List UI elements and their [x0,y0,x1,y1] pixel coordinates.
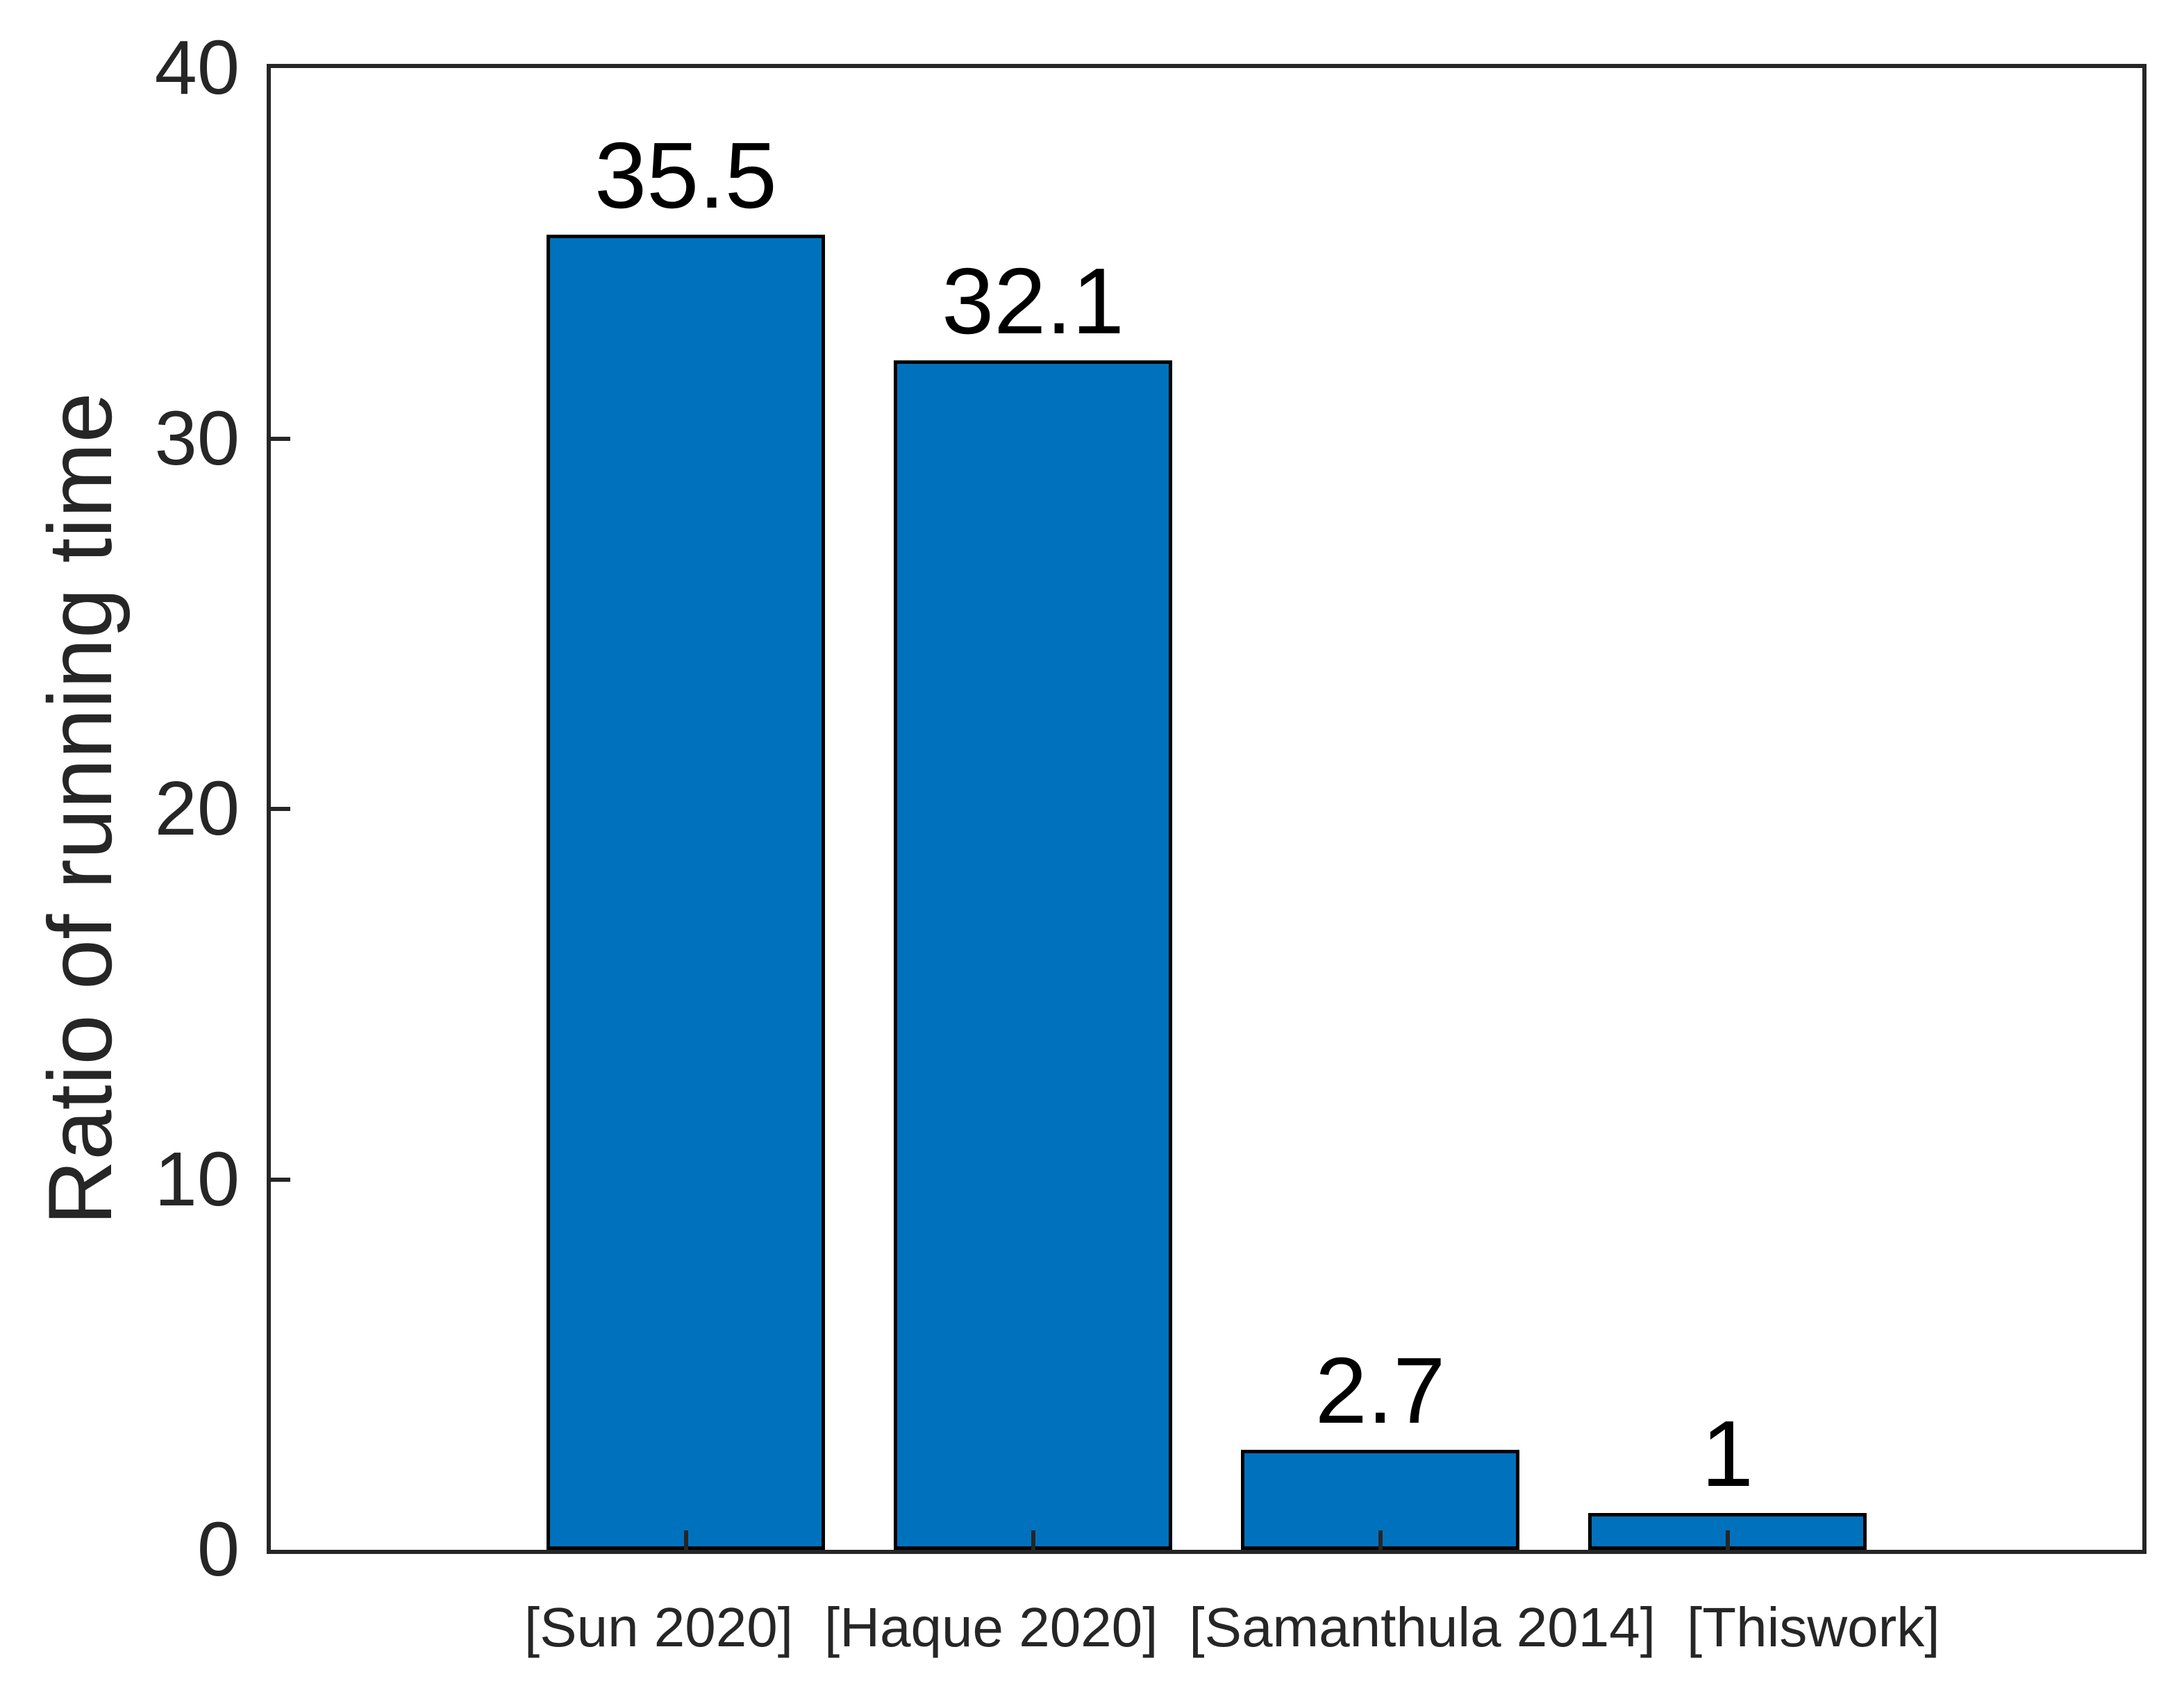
bar-2 [894,360,1172,1550]
x-tick-label: [Sun 2020] [524,1596,793,1658]
x-tick-label: [Samanthula 2014] [1189,1596,1656,1658]
bar-1 [547,235,825,1550]
bar-value-label: 32.1 [942,249,1124,354]
x-tick-labels: [Sun 2020] [Haque 2020] [Samanthula 2014] [… [524,1594,1940,1661]
y-tick-mark [271,807,290,811]
x-tick-mark [1725,1530,1730,1550]
bar-value-label: 35.5 [594,123,777,228]
y-tick-label: 40 [154,25,240,110]
x-tick-label: [Thiswork] [1687,1596,1940,1658]
bar-value-label: 2.7 [1315,1337,1446,1443]
y-tick-label: 10 [154,1136,240,1222]
bar-value-label: 1 [1701,1401,1754,1506]
y-tick-label: 0 [197,1507,240,1592]
x-tick-mark [1031,1530,1035,1550]
plot-area [267,64,2147,1554]
x-tick-label: [Haque 2020] [824,1596,1158,1658]
y-tick-mark [271,1177,290,1182]
x-tick-mark [683,1530,688,1550]
y-tick-label: 30 [154,395,240,481]
x-tick-mark [1378,1530,1383,1550]
y-tick-label: 20 [154,766,240,851]
y-tick-mark [271,436,290,441]
